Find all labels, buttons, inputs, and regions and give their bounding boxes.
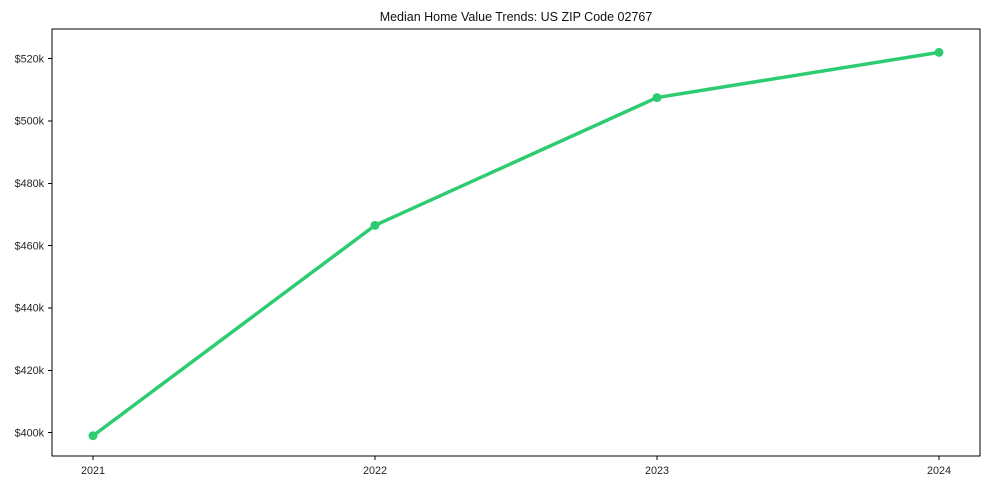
y-tick-label: $480k	[15, 178, 45, 190]
x-tick-label: 2021	[81, 465, 105, 477]
data-point-marker	[652, 93, 662, 103]
y-tick-label: $520k	[15, 53, 45, 65]
data-point-marker	[934, 47, 944, 57]
y-tick-label: $440k	[15, 303, 45, 315]
chart-title: Median Home Value Trends: US ZIP Code 02…	[380, 10, 653, 24]
y-tick-label: $460k	[15, 240, 45, 252]
x-tick-label: 2022	[363, 465, 387, 477]
data-point-marker	[88, 431, 98, 441]
data-point-marker	[370, 220, 380, 230]
y-tick-label: $400k	[15, 427, 45, 439]
y-tick-label: $500k	[15, 116, 45, 128]
plot-area: $400k $420k $440k $460k $480k $500k $520k 2021 2…	[15, 28, 981, 477]
x-tick-label: 2023	[645, 465, 669, 477]
x-tick-label: 2024	[927, 465, 951, 477]
y-tick-label: $420k	[15, 365, 45, 377]
plot-border	[51, 28, 981, 457]
series-line	[91, 50, 941, 438]
